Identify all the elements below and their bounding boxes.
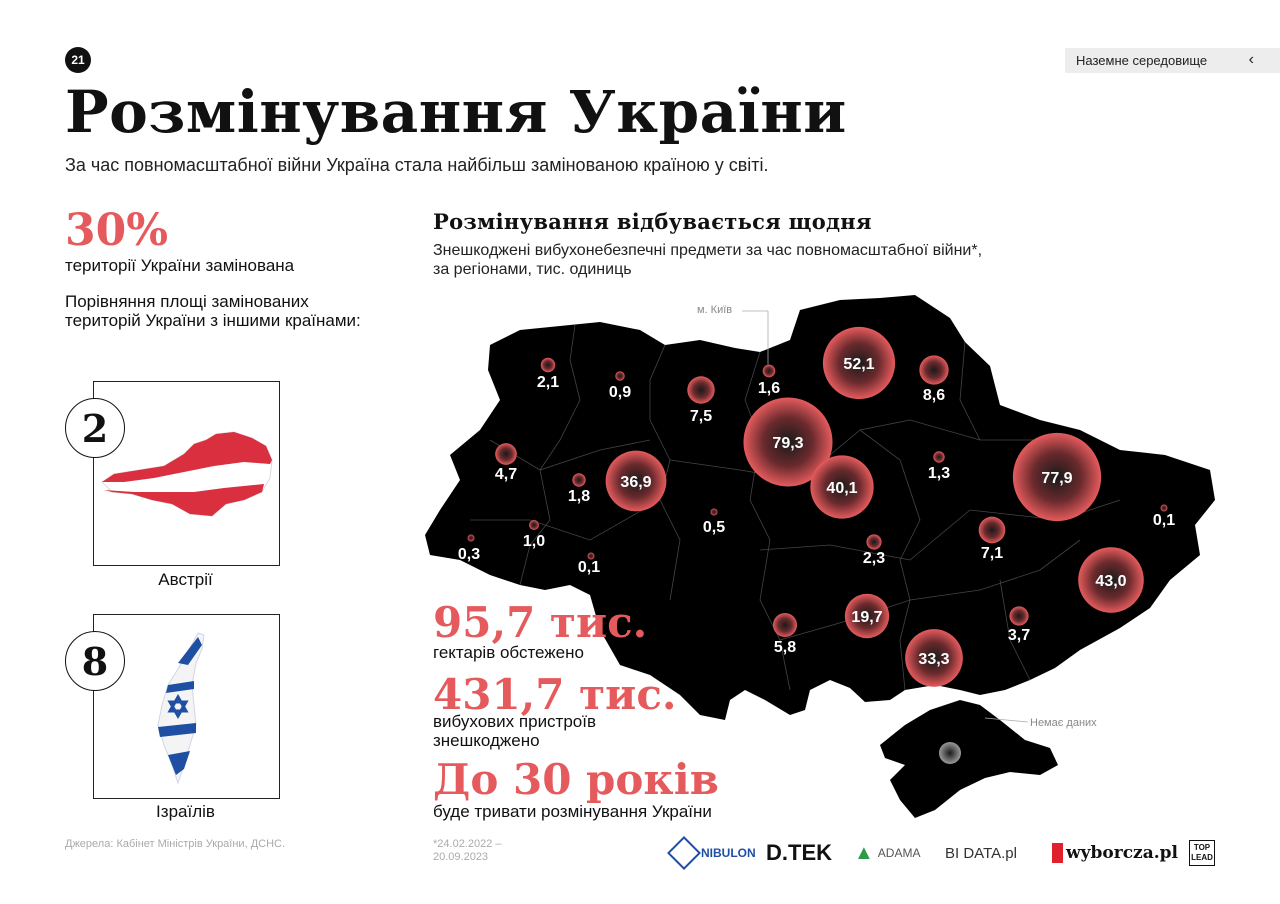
region-bubble [1078, 547, 1144, 613]
region-bubble [866, 534, 882, 550]
chart-subtitle-line-2: за регіонами, тис. одиниць [433, 261, 632, 278]
israel-multiplier: 8 [65, 631, 125, 691]
region-bubble [467, 534, 475, 542]
region-value-label: 1,0 [523, 533, 545, 550]
region-value-label: 0,9 [609, 384, 631, 401]
region-value-label: 8,6 [923, 387, 945, 404]
region-value-label: 0,1 [1153, 512, 1175, 529]
hectares-label: гектарів обстежено [433, 643, 584, 662]
region-bubble [615, 371, 625, 381]
chevron-left-icon[interactable]: ‹ [1248, 51, 1254, 68]
region-value-label: 1,3 [928, 465, 950, 482]
austria-flag-box [93, 381, 280, 566]
region-bubble [572, 473, 586, 487]
region-bubble [978, 516, 1006, 544]
devices-label-line-1: вибухових пристроїв [433, 712, 597, 731]
region-bubble [772, 612, 798, 638]
region-bubble [540, 357, 556, 373]
region-bubble [710, 508, 718, 516]
region-bubble [529, 520, 539, 530]
austria-multiplier: 2 [65, 398, 125, 458]
region-value-label: 7,5 [690, 408, 712, 425]
toplead-logo: TOP LEAD [1189, 840, 1215, 866]
crimea-nodata-marker [939, 742, 961, 764]
region-bubble [495, 443, 517, 465]
dtek-logo: D.TEK [766, 840, 832, 865]
austria-label: Австрії [158, 570, 213, 589]
region-value-label: 4,7 [495, 466, 517, 483]
section-tab-label: Наземне середовище [1076, 53, 1208, 68]
footnote: *24.02.2022 – 20.09.2023 [433, 838, 502, 863]
years-value: До 30 років [433, 755, 719, 804]
region-value-label: 2,1 [537, 374, 559, 391]
region-value-label: 36,9 [620, 474, 651, 491]
region-value-label: 1,6 [758, 380, 780, 397]
region-bubble [762, 364, 776, 378]
region-bubbles: 2,1 0,9 7,5 1,6 52,1 8,6 4,7 1,8 36,9 79,3 40,1 1,3… [458, 326, 1175, 687]
page-subtitle: За час повномасштабної війни Україна ста… [65, 155, 769, 175]
region-value-label: 3,7 [1008, 627, 1030, 644]
wyborcza-logo: wyborcza.pl [1052, 838, 1178, 868]
region-bubble [587, 552, 595, 560]
region-value-label: 0,1 [578, 559, 600, 576]
biodata-logo: BI DATA.pl [945, 844, 1017, 862]
region-value-label: 19,7 [851, 609, 882, 626]
region-bubble [1009, 606, 1029, 626]
nodata-leader-line [984, 717, 1029, 723]
region-bubble [1160, 504, 1168, 512]
kyiv-annotation: м. Київ [697, 304, 733, 316]
adama-icon: ▲ [854, 841, 874, 864]
region-bubble [822, 326, 896, 400]
nibulon-icon [667, 836, 701, 870]
region-bubble [605, 450, 667, 512]
israel-flag-box [93, 614, 280, 799]
austria-map-icon [101, 431, 273, 517]
region-value-label: 52,1 [843, 356, 874, 373]
region-value-label: 2,3 [863, 550, 885, 567]
region-value-label: 0,5 [703, 519, 725, 536]
chart-subtitle: Знешкоджені вибухонебезпечні предмети за… [433, 241, 1193, 279]
mined-share-value: 30% [65, 205, 169, 256]
region-bubble [919, 355, 949, 385]
years-label: буде тривати розмінування України [433, 802, 712, 821]
page-number: 21 [65, 47, 91, 73]
comparison-label: Порівняння площі замінованих територій У… [65, 292, 361, 330]
region-value-label: 0,3 [458, 546, 480, 563]
region-bubble [1012, 432, 1102, 522]
region-bubble [810, 455, 874, 519]
crimea [880, 700, 1058, 818]
region-bubble [687, 376, 715, 404]
sources: Джерела: Кабінет Міністрів України, ДСНС… [65, 838, 286, 850]
nibulon-logo: NIBULON [667, 836, 756, 870]
region-value-label: 40,1 [826, 480, 857, 497]
page-title: Розмінування України [65, 78, 847, 146]
region-value-label: 79,3 [772, 435, 803, 452]
hectares-value: 95,7 тис. [433, 598, 648, 647]
israel-label: Ізраїлів [156, 802, 215, 821]
region-value-label: 43,0 [1095, 573, 1126, 590]
region-value-label: 77,9 [1041, 470, 1072, 487]
devices-value: 431,7 тис. [433, 670, 677, 719]
region-bubble [933, 451, 945, 463]
region-value-label: 5,8 [774, 639, 796, 656]
region-value-label: 1,8 [568, 488, 590, 505]
section-tab[interactable]: Наземне середовище ‹ [1065, 48, 1280, 73]
wyborcza-icon [1052, 843, 1063, 863]
region-bubble [905, 629, 963, 687]
devices-label-line-2: знешкоджено [433, 731, 540, 750]
chart-subtitle-line-1: Знешкоджені вибухонебезпечні предмети за… [433, 242, 983, 259]
adama-logo: ▲ ADAMA [854, 841, 921, 864]
region-value-label: 33,3 [918, 651, 949, 668]
region-bubble [743, 397, 833, 487]
mined-share-label: території України замінована [65, 256, 295, 275]
region-value-label: 7,1 [981, 545, 1003, 562]
nodata-annotation: Немає даних [1030, 717, 1097, 729]
chart-title: Розмінування відбувається щодня [433, 209, 872, 234]
israel-map-icon [157, 632, 205, 785]
region-bubble [844, 593, 890, 639]
